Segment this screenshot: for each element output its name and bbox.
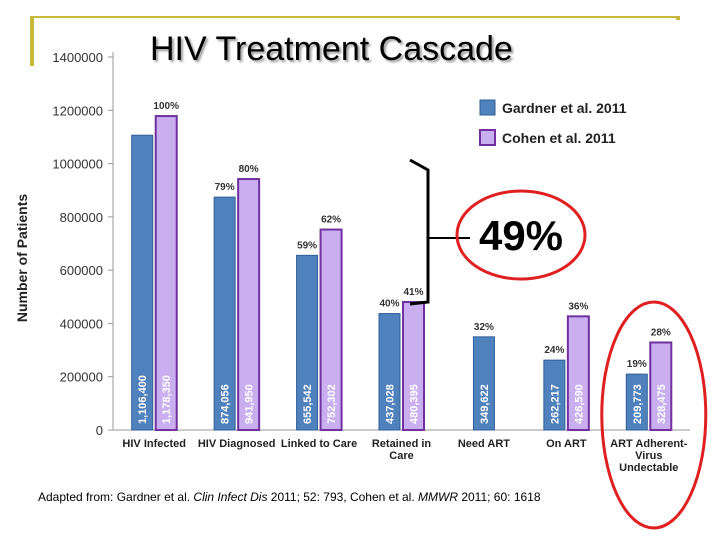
- source-journal-1: Clin Infect Dis: [193, 490, 268, 504]
- bar-percent-label: 80%: [239, 164, 259, 175]
- bar-percent-label: 41%: [403, 287, 423, 298]
- bar: [625, 373, 648, 431]
- bar-value-label: 328,475: [656, 384, 668, 424]
- bar-percent-label: 62%: [321, 215, 341, 226]
- bar-percent-label: 40%: [379, 299, 399, 310]
- source-middle: 2011; 52: 793, Cohen et al.: [267, 490, 419, 504]
- bar-value-label: 1,106,400: [137, 375, 149, 424]
- bar-value-label: 655,542: [302, 384, 314, 424]
- bar-value-label: 1,178,350: [161, 375, 173, 424]
- y-tick-label: 400000: [60, 316, 103, 331]
- bar: [296, 254, 319, 431]
- callout-percentage: 49%: [479, 212, 563, 259]
- bar-percent-label: 79%: [215, 182, 235, 193]
- bar-percent-label: 32%: [474, 322, 494, 333]
- bar-percent-label: 28%: [651, 327, 671, 338]
- category-label: HIV Diagnosed: [198, 438, 276, 450]
- bar-value-label: 941,950: [244, 384, 256, 424]
- chart-bars: [131, 115, 673, 431]
- bar: [543, 359, 566, 431]
- y-tick-label: 200000: [60, 370, 103, 385]
- bar: [566, 315, 590, 431]
- bar: [649, 341, 673, 431]
- decorative-bar-vertical: [30, 16, 34, 66]
- bar: [319, 228, 343, 431]
- category-label: Undectable: [619, 462, 678, 474]
- bar-value-label: 437,028: [385, 384, 397, 424]
- category-label: HIV Infected: [122, 438, 186, 450]
- bar-value-label: 262,217: [549, 384, 561, 424]
- y-tick-label: 1400000: [52, 50, 103, 65]
- bar-value-label: 752,302: [326, 384, 338, 424]
- chart-legend: Gardner et al. 2011 Cohen et al. 2011: [479, 99, 627, 146]
- category-label: Need ART: [458, 438, 510, 450]
- highlight-oval: [600, 300, 708, 530]
- bar-percent-label: 59%: [297, 240, 317, 251]
- chart-labels: 1,106,400 1,178,350 100% HIV Infected 874,05…: [122, 101, 687, 474]
- category-label: ART Adherent-: [610, 438, 688, 450]
- decorative-square: [676, 16, 680, 20]
- chart-annotations: 49%: [409, 158, 708, 530]
- category-label: Retained in: [372, 438, 432, 450]
- bar-value-label: 426,590: [573, 384, 585, 424]
- bar: [131, 134, 154, 431]
- callout-oval: [455, 189, 587, 281]
- y-tick-label: 0: [96, 423, 103, 438]
- legend-swatch: [479, 99, 496, 116]
- category-label: Care: [389, 450, 413, 462]
- bar-value-label: 349,622: [479, 384, 491, 424]
- chart-axes: 0 200000 400000 600000 800000 1000000 1200000 1…: [14, 50, 690, 438]
- bar-percent-label: 36%: [568, 301, 588, 312]
- y-tick-label: 600000: [60, 263, 103, 278]
- bar: [472, 336, 495, 431]
- decorative-bar-horizontal: [30, 16, 680, 18]
- bar: [402, 301, 425, 431]
- legend-label: Gardner et al. 2011: [502, 100, 627, 116]
- page-title: HIV Treatment Cascade: [150, 30, 513, 68]
- bar: [213, 196, 236, 431]
- bracket: [409, 158, 430, 306]
- bar-percent-label: 100%: [153, 101, 179, 112]
- bar: [154, 115, 178, 431]
- source-suffix: 2011; 60: 1618: [458, 490, 541, 504]
- bar-value-label: 480,395: [409, 384, 421, 424]
- legend-label: Cohen et al. 2011: [502, 130, 616, 146]
- bar-value-label: 209,773: [632, 384, 644, 424]
- legend-swatch: [479, 129, 496, 146]
- bar: [378, 313, 401, 431]
- category-label: On ART: [546, 438, 587, 450]
- source-prefix: Adapted from: Gardner et al.: [38, 490, 194, 504]
- category-label: Linked to Care: [281, 438, 357, 450]
- y-tick-label: 1200000: [52, 103, 103, 118]
- category-label: Virus: [635, 450, 662, 462]
- y-tick-label: 800000: [60, 210, 103, 225]
- bar-percent-label: 24%: [544, 345, 564, 356]
- bar-value-label: 874,056: [220, 384, 232, 424]
- source-citation: Adapted from: Gardner et al. Clin Infect…: [38, 490, 541, 504]
- bar-percent-label: 19%: [627, 359, 647, 370]
- bar: [237, 178, 261, 431]
- source-journal-2: MMWR: [418, 490, 458, 504]
- y-tick-label: 1000000: [52, 157, 103, 172]
- y-axis-label: Number of Patients: [14, 194, 30, 323]
